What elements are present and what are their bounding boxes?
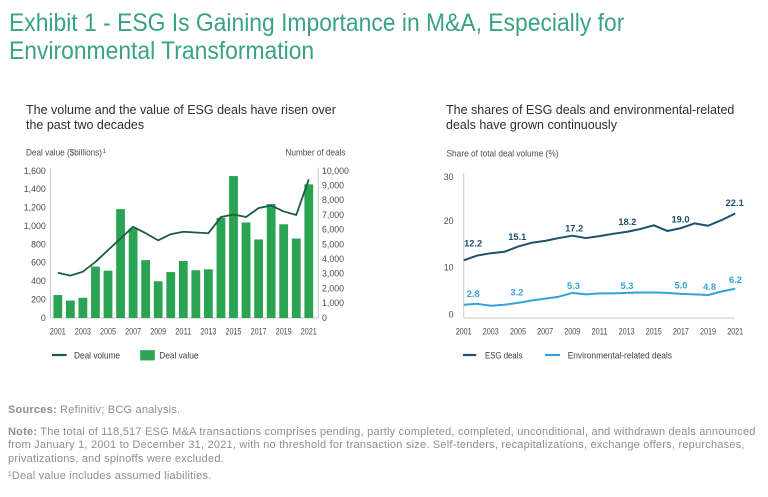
svg-text:5.3: 5.3 [567, 281, 580, 291]
svg-text:4,000: 4,000 [322, 254, 344, 264]
svg-text:Deal value ($billions): Deal value ($billions) [26, 148, 102, 158]
svg-text:2001: 2001 [456, 327, 472, 337]
svg-text:2001: 2001 [50, 327, 66, 337]
svg-text:18.2: 18.2 [618, 217, 636, 227]
svg-text:Number of deals: Number of deals [286, 148, 346, 158]
svg-text:7,000: 7,000 [322, 210, 344, 220]
svg-text:1,600: 1,600 [24, 166, 46, 176]
svg-text:600: 600 [31, 258, 46, 268]
svg-text:2007: 2007 [537, 327, 553, 337]
svg-text:1: 1 [103, 148, 107, 155]
svg-text:2017: 2017 [673, 327, 689, 337]
svg-text:19.0: 19.0 [671, 214, 689, 224]
svg-text:200: 200 [31, 294, 46, 304]
svg-text:Deal volume: Deal volume [74, 351, 120, 361]
svg-text:1,000: 1,000 [24, 221, 46, 231]
svg-text:5.3: 5.3 [621, 281, 634, 291]
svg-text:8,000: 8,000 [322, 195, 344, 205]
svg-text:2011: 2011 [175, 327, 191, 337]
svg-text:2017: 2017 [251, 327, 267, 337]
svg-text:15.1: 15.1 [508, 232, 526, 242]
svg-text:6.2: 6.2 [729, 275, 742, 285]
svg-text:Share of total deal volume (%): Share of total deal volume (%) [447, 148, 559, 158]
svg-text:6,000: 6,000 [322, 225, 344, 235]
svg-text:0: 0 [449, 310, 454, 320]
svg-text:2009: 2009 [150, 327, 166, 337]
svg-text:3,000: 3,000 [322, 269, 344, 279]
svg-text:5,000: 5,000 [322, 239, 344, 249]
svg-text:20: 20 [444, 216, 454, 226]
svg-text:2019: 2019 [276, 327, 292, 337]
svg-text:17.2: 17.2 [565, 223, 583, 233]
svg-text:5.0: 5.0 [675, 281, 688, 291]
svg-text:0: 0 [41, 313, 46, 323]
svg-text:2007: 2007 [125, 327, 141, 337]
svg-text:2013: 2013 [200, 327, 216, 337]
svg-text:2013: 2013 [619, 327, 635, 337]
svg-text:2019: 2019 [700, 327, 716, 337]
svg-text:2011: 2011 [592, 327, 608, 337]
svg-text:2005: 2005 [510, 327, 526, 337]
svg-text:2,000: 2,000 [322, 283, 344, 293]
svg-text:1,200: 1,200 [24, 203, 46, 213]
svg-text:10,000: 10,000 [322, 166, 349, 176]
svg-text:Deal value: Deal value [159, 351, 198, 361]
svg-text:800: 800 [31, 239, 46, 249]
svg-text:2003: 2003 [483, 327, 499, 337]
svg-text:30: 30 [444, 172, 454, 182]
svg-text:2.8: 2.8 [467, 289, 480, 299]
svg-text:0: 0 [322, 313, 327, 323]
svg-text:9,000: 9,000 [322, 181, 344, 191]
svg-text:2009: 2009 [564, 327, 580, 337]
svg-text:2015: 2015 [226, 327, 242, 337]
svg-text:22.1: 22.1 [726, 198, 744, 208]
svg-text:1,400: 1,400 [24, 184, 46, 194]
svg-text:10: 10 [444, 263, 454, 273]
svg-text:4.8: 4.8 [703, 282, 716, 292]
svg-text:Environmental-related deals: Environmental-related deals [568, 351, 673, 361]
svg-text:2015: 2015 [646, 327, 662, 337]
svg-text:12.2: 12.2 [464, 238, 482, 248]
svg-text:2005: 2005 [100, 327, 116, 337]
svg-text:3.2: 3.2 [510, 288, 523, 298]
svg-text:1,000: 1,000 [322, 298, 344, 308]
svg-text:2021: 2021 [301, 327, 317, 337]
svg-text:2003: 2003 [75, 327, 91, 337]
svg-text:400: 400 [31, 276, 46, 286]
svg-text:ESG deals: ESG deals [485, 351, 523, 361]
svg-text:2021: 2021 [727, 327, 743, 337]
